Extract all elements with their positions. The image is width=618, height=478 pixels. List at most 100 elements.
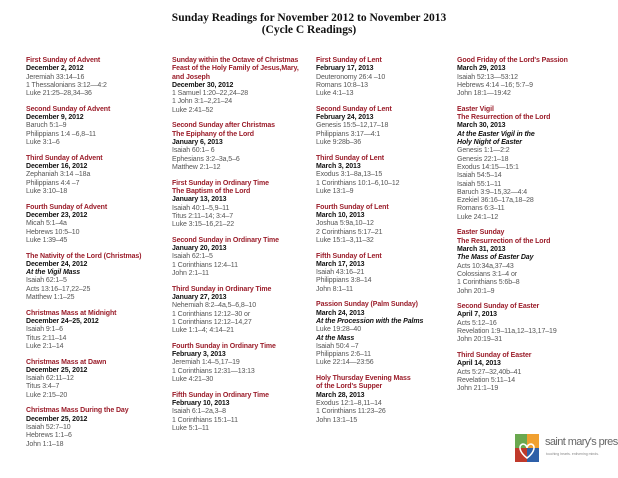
reading-heading: Third Sunday in Ordinary Time xyxy=(172,285,272,293)
scripture-reading: 1 Corinthians 12:31—13:13 xyxy=(172,367,255,375)
reading-entry: Fourth Sunday in Ordinary Time February 3… xyxy=(172,343,310,384)
saint-marys-press-logo: saint mary's press touching hearts. enli… xyxy=(515,434,618,470)
reading-date: January 27, 2013 xyxy=(172,293,227,301)
scripture-reading: Isaiah 43:16–21 xyxy=(316,269,365,277)
readings-column-4: Good Friday of the Lord's Passion March 2… xyxy=(457,57,609,401)
scripture-reading: Luke 1:39–45 xyxy=(26,236,68,244)
reading-date: January 6, 2013 xyxy=(172,139,223,147)
scripture-reading: Luke 19:28–40 xyxy=(316,326,362,334)
reading-date: January 20, 2013 xyxy=(172,245,227,253)
scripture-reading: John 20:1–9 xyxy=(457,287,495,295)
scripture-reading: 1 Corinthians 12:4–11 xyxy=(172,261,238,269)
reading-heading: Second Sunday of Advent xyxy=(26,105,111,113)
reading-date: December 9, 2012 xyxy=(26,114,84,122)
reading-entry: Third Sunday of Easter April 14, 2013 Acts… xyxy=(457,352,609,393)
scripture-reading: Romans 10:8–13 xyxy=(316,81,368,89)
scripture-reading: Luke 5:1–11 xyxy=(172,424,209,432)
scripture-reading: Isaiah 50:4 –7 xyxy=(316,342,359,350)
scripture-reading: 1 Corinthians 15:1–11 xyxy=(172,416,238,424)
reading-entry: Second Sunday after Christmas The Epiphan… xyxy=(172,122,310,172)
reading-entry: Christmas Mass at Midnight December 24–25… xyxy=(26,310,166,351)
reading-date: March 28, 2013 xyxy=(316,391,365,399)
scripture-reading: Luke 2:1–14 xyxy=(26,342,64,350)
scripture-reading: Philippians 4:4 –7 xyxy=(26,179,80,187)
reading-heading: and Joseph xyxy=(172,73,210,81)
reading-date: December 23, 2012 xyxy=(26,211,88,219)
reading-entry: Third Sunday of Advent December 16, 2012 Z… xyxy=(26,155,166,196)
scripture-reading: Exodus 3:1–8a,13–15 xyxy=(316,171,383,179)
scripture-reading: John 13:1–15 xyxy=(316,416,358,424)
scripture-reading: Isaiah 6:1–2a,3–8 xyxy=(172,408,226,416)
scripture-reading: Luke 9:28b–36 xyxy=(316,139,362,147)
reading-date: December 24, 2012 xyxy=(26,260,88,268)
reading-heading: First Sunday of Advent xyxy=(26,57,101,64)
reading-heading: Fourth Sunday in Ordinary Time xyxy=(172,342,276,350)
scripture-reading: Jeremiah 1:4–5,17–19 xyxy=(172,359,240,367)
reading-heading: The Resurrection of the Lord xyxy=(457,114,551,122)
reading-entry: Christmas Mass During the Day December 25… xyxy=(26,407,166,448)
reading-entry: The Nativity of the Lord (Christmas) Dece… xyxy=(26,253,166,303)
scripture-reading: Luke 21:25–28,34–36 xyxy=(26,90,92,98)
scripture-reading: 1 Corinthians 5:6b–8 xyxy=(457,279,520,287)
scripture-reading: Isaiah 9:1–6 xyxy=(26,326,63,334)
scripture-reading: Genesis 22:1–18 xyxy=(457,155,509,163)
scripture-reading: Colossians 3:1–4 or xyxy=(457,270,517,278)
scripture-reading: John 2:1–11 xyxy=(172,270,209,277)
scripture-reading: Luke 3:10–18 xyxy=(26,187,68,195)
reading-date: March 10, 2013 xyxy=(316,211,365,219)
scripture-reading: Acts 5:12–16 xyxy=(457,319,497,327)
mass-label: The Mass of Easter Day xyxy=(457,254,534,262)
reading-heading: Easter Sunday xyxy=(457,229,505,237)
reading-heading: Christmas Mass at Dawn xyxy=(26,358,107,366)
scripture-reading: Hebrews 1:1–6 xyxy=(26,432,72,440)
reading-heading: Fifth Sunday of Lent xyxy=(316,252,382,260)
mass-label: At the Vigil Mass xyxy=(26,269,81,277)
mass-label: At the Easter Vigil in the xyxy=(457,130,535,138)
scripture-reading: John 18:1—19:42 xyxy=(457,90,511,98)
scripture-reading: Acts 10:34a,37–43 xyxy=(457,262,514,270)
reading-heading: Sunday within the Octave of Christmas xyxy=(172,57,299,64)
reading-date: March 17, 2013 xyxy=(316,260,365,268)
scripture-reading: 1 Corinthians 11:23–26 xyxy=(316,408,386,416)
reading-date: January 13, 2013 xyxy=(172,196,227,204)
scripture-reading: John 21:1–19 xyxy=(457,385,499,393)
scripture-reading: John 20:19–31 xyxy=(457,336,503,344)
readings-column-1: First Sunday of Advent December 2, 2012 Je… xyxy=(26,57,166,456)
reading-entry: First Sunday of Advent December 2, 2012 Je… xyxy=(26,57,166,98)
mass-label: Holy Night of Easter xyxy=(457,139,522,147)
scripture-reading: 1 John 3:1–2,21–24 xyxy=(172,98,233,106)
reading-entry: Fourth Sunday of Advent December 23, 2012… xyxy=(26,204,166,245)
scripture-reading: Ezekiel 36:16–17a,18–28 xyxy=(457,197,534,205)
reading-heading: Fourth Sunday of Lent xyxy=(316,203,389,211)
reading-entry: Easter Sunday The Resurrection of the Lor… xyxy=(457,229,609,295)
readings-column-3: First Sunday of Lent February 17, 2013 Deu… xyxy=(316,57,452,432)
mass-label: At the Mass xyxy=(316,334,355,342)
reading-date: December 2, 2012 xyxy=(26,65,84,73)
scripture-reading: Joshua 5:9a,10–12 xyxy=(316,220,374,228)
reading-date: February 24, 2013 xyxy=(316,114,374,122)
scripture-reading: Acts 13:16–17,22–25 xyxy=(26,285,91,293)
scripture-reading: Isaiah 62:1–5 xyxy=(26,277,67,285)
scripture-reading: Romans 6:3–11 xyxy=(457,205,505,213)
reading-entry: Third Sunday in Ordinary Time January 27,… xyxy=(172,286,310,336)
reading-date: December 25, 2012 xyxy=(26,415,88,423)
scripture-reading: Isaiah 40:1–5,9–11 xyxy=(172,204,230,212)
reading-heading: The Epiphany of the Lord xyxy=(172,130,254,138)
scripture-reading: Hebrews 4:14 –16; 5:7–9 xyxy=(457,81,533,89)
scripture-reading: Acts 5:27–32,40b–41 xyxy=(457,368,522,376)
scripture-reading: Luke 24:1–12 xyxy=(457,213,499,221)
scripture-reading: Ephesians 3:2–3a,5–6 xyxy=(172,155,240,163)
reading-entry: Fifth Sunday in Ordinary Time February 10… xyxy=(172,392,310,433)
scripture-reading: John 8:1–11 xyxy=(316,285,353,293)
reading-heading: The Nativity of the Lord (Christmas) xyxy=(26,252,142,260)
reading-heading: Second Sunday in Ordinary Time xyxy=(172,236,279,244)
scripture-reading: Luke 4:1–13 xyxy=(316,90,354,98)
scripture-reading: Exodus 12:1–8,11–14 xyxy=(316,400,382,408)
reading-entry: Second Sunday of Easter April 7, 2013 Acts… xyxy=(457,303,609,344)
reading-heading: Second Sunday of Lent xyxy=(316,105,392,113)
scripture-reading: Luke 22:14—23:56 xyxy=(316,359,374,367)
reading-entry: First Sunday in Ordinary Time The Baptism… xyxy=(172,180,310,230)
reading-date: December 30, 2012 xyxy=(172,81,234,89)
scripture-reading: Philippians 1:4 –6,8–11 xyxy=(26,130,96,138)
reading-date: February 3, 2013 xyxy=(172,351,226,359)
